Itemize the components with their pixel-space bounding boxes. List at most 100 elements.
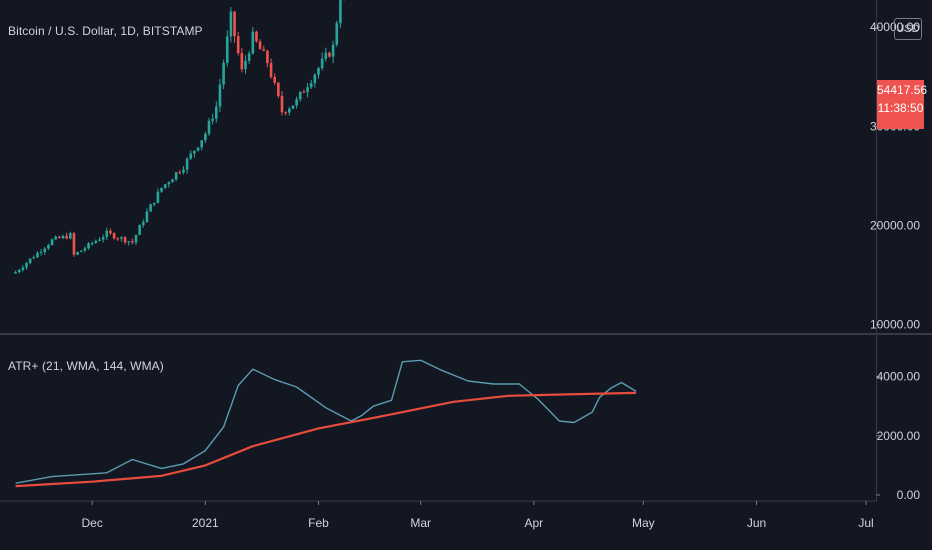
candle-up[interactable] xyxy=(25,262,28,270)
candle-up[interactable] xyxy=(36,251,39,258)
candle-down[interactable] xyxy=(72,232,76,257)
candle-down[interactable] xyxy=(116,237,120,241)
candle-down[interactable] xyxy=(328,51,331,58)
candle-up[interactable] xyxy=(291,105,295,110)
symbol-legend[interactable]: Bitcoin / U.S. Dollar, 1D, BITSTAMP xyxy=(8,24,203,38)
candle-up[interactable] xyxy=(54,235,57,241)
indicator-axis[interactable]: 0.00 2000.00 4000.00 xyxy=(876,370,920,502)
candle-up[interactable] xyxy=(101,234,105,243)
candle-down[interactable] xyxy=(233,11,236,43)
candle-up[interactable] xyxy=(32,255,36,260)
candle-up[interactable] xyxy=(47,243,50,251)
main-price-pane[interactable] xyxy=(0,0,932,335)
candle-up[interactable] xyxy=(156,188,160,204)
candle-up[interactable] xyxy=(207,118,211,136)
candle-down[interactable] xyxy=(178,170,182,175)
candle-up[interactable] xyxy=(193,150,196,158)
candle-up[interactable] xyxy=(309,79,313,90)
candle-up[interactable] xyxy=(120,236,123,242)
candle-up[interactable] xyxy=(189,150,193,160)
candle-up[interactable] xyxy=(83,246,87,253)
candle-up[interactable] xyxy=(50,238,54,246)
candle-up[interactable] xyxy=(149,203,152,212)
candle-up[interactable] xyxy=(298,91,302,102)
candle-up[interactable] xyxy=(138,224,141,236)
candle-up[interactable] xyxy=(160,187,163,193)
candle-down[interactable] xyxy=(123,236,127,245)
candle-up[interactable] xyxy=(167,181,171,188)
candle-up[interactable] xyxy=(225,30,229,67)
candle-down[interactable] xyxy=(240,48,244,73)
candle-up[interactable] xyxy=(306,82,309,98)
candle-up[interactable] xyxy=(76,251,79,256)
candle-down[interactable] xyxy=(262,45,266,52)
candle-down[interactable] xyxy=(302,89,306,93)
candle-up[interactable] xyxy=(94,239,98,244)
candle-up[interactable] xyxy=(339,0,342,28)
candle-up[interactable] xyxy=(222,59,225,90)
candle-up[interactable] xyxy=(127,240,130,246)
candle-up[interactable] xyxy=(313,73,317,88)
candle-up[interactable] xyxy=(105,227,109,240)
candle-up[interactable] xyxy=(171,178,174,183)
candle-down[interactable] xyxy=(280,91,284,116)
candle-up[interactable] xyxy=(215,101,218,123)
atr-indicator-pane[interactable] xyxy=(15,359,637,488)
candle-up[interactable] xyxy=(343,0,346,1)
candle-down[interactable] xyxy=(255,30,258,43)
candle-up[interactable] xyxy=(152,202,156,207)
candle-down[interactable] xyxy=(112,232,116,240)
candle-up[interactable] xyxy=(204,131,207,144)
candle-up[interactable] xyxy=(61,234,65,240)
price-axis[interactable]: 10000.0020000.0030000.0040000.0050000.00… xyxy=(870,0,920,501)
candle-up[interactable] xyxy=(163,183,167,190)
candle-down[interactable] xyxy=(109,228,112,236)
candle-up[interactable] xyxy=(14,270,17,274)
candle-up[interactable] xyxy=(98,237,101,242)
candle-down[interactable] xyxy=(65,232,68,240)
candle-up[interactable] xyxy=(142,219,145,228)
candle-up[interactable] xyxy=(331,40,335,64)
candle-up[interactable] xyxy=(317,66,320,79)
candle-up[interactable] xyxy=(174,171,178,182)
atr-line[interactable] xyxy=(15,359,637,484)
candle-up[interactable] xyxy=(69,231,72,240)
atr-ma-line[interactable] xyxy=(15,391,637,488)
candle-up[interactable] xyxy=(251,27,255,55)
candle-up[interactable] xyxy=(229,7,233,43)
candle-down[interactable] xyxy=(58,235,61,239)
candle-up[interactable] xyxy=(185,157,189,174)
currency-label[interactable]: USD xyxy=(894,18,922,40)
candle-up[interactable] xyxy=(244,55,247,74)
candle-up[interactable] xyxy=(43,247,47,255)
candle-up[interactable] xyxy=(200,140,203,151)
time-axis[interactable]: Dec 2021 Feb Mar Apr May Jun Jul xyxy=(0,500,877,530)
candle-down[interactable] xyxy=(131,238,134,245)
candle-up[interactable] xyxy=(247,51,251,64)
candle-down[interactable] xyxy=(266,49,269,68)
candle-up[interactable] xyxy=(182,166,185,175)
candle-up[interactable] xyxy=(28,258,32,265)
indicator-legend[interactable]: ATR+ (21, WMA, 144, WMA) xyxy=(8,359,164,373)
candle-up[interactable] xyxy=(17,268,21,274)
candle-up[interactable] xyxy=(295,96,298,109)
candle-up[interactable] xyxy=(90,241,94,246)
candle-up[interactable] xyxy=(324,47,328,62)
candle-down[interactable] xyxy=(258,39,262,50)
candle-up[interactable] xyxy=(145,208,149,223)
candle-up[interactable] xyxy=(87,242,90,250)
candle-up[interactable] xyxy=(21,265,25,272)
candle-up[interactable] xyxy=(79,250,83,253)
candle-down[interactable] xyxy=(284,111,287,116)
candle-up[interactable] xyxy=(288,106,291,116)
candle-up[interactable] xyxy=(218,78,222,112)
candle-up[interactable] xyxy=(335,20,339,47)
candle-down[interactable] xyxy=(236,31,240,56)
candle-up[interactable] xyxy=(211,113,214,125)
candle-up[interactable] xyxy=(39,249,43,256)
candle-up[interactable] xyxy=(320,52,324,71)
candle-down[interactable] xyxy=(273,73,276,86)
candle-down[interactable] xyxy=(277,81,280,98)
candle-down[interactable] xyxy=(269,58,273,79)
